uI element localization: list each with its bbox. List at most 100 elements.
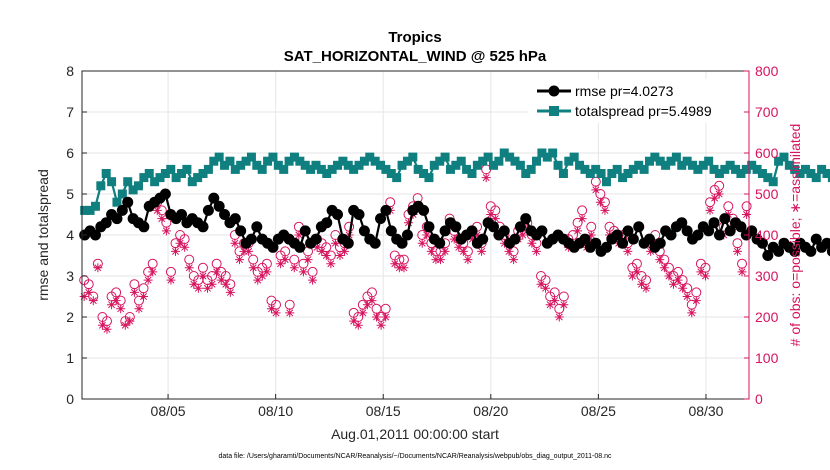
totalspread-point [182,164,192,174]
rmse-point [789,245,801,257]
y-right-tick-label-6: 600 [755,145,779,161]
rmse-point [622,225,634,237]
rmse-point [514,221,526,233]
totalspread-point [612,164,622,174]
rmse-point [590,237,602,249]
obs-assimilated-point [705,205,715,215]
x-tick-label-1: 08/10 [258,403,293,419]
totalspread-point [784,160,794,170]
rmse-point [756,237,768,249]
rmse-point [138,221,150,233]
totalspread-point [359,156,369,166]
rmse-point [681,225,693,237]
series-layer [79,148,830,334]
obs-assimilated-point [737,267,747,277]
totalspread-point [451,160,461,170]
totalspread-point [800,164,810,174]
obs-assimilated-point [207,279,217,289]
y-left-tick-label-8: 8 [66,63,74,79]
chart-title-line2: SAT_HORIZONTAL_WIND @ 525 hPa [284,48,547,65]
rmse-point [692,229,704,241]
obs-assimilated-point [198,271,208,281]
obs-assimilated-point [440,246,450,256]
totalspread-point [273,160,283,170]
rmse-point [439,225,451,237]
obs-assimilated-point [340,246,350,256]
rmse-point [353,209,365,220]
obs-assimilated-point [303,255,313,265]
obs-assimilated-point [714,189,724,199]
totalspread-point [300,160,310,170]
rmse-point [627,233,639,245]
obs-assimilated-point [234,255,244,265]
obs-assimilated-point [184,263,194,273]
totalspread-point [779,152,789,162]
totalspread-point [720,164,730,174]
totalspread-point [456,156,466,166]
rmse-point [229,213,241,225]
obs-assimilated-point [148,267,158,277]
x-tick-label-3: 08/20 [473,403,508,419]
totalspread-point [709,164,719,174]
obs-assimilated-point [417,238,427,248]
totalspread-point [246,152,256,162]
totalspread-point [510,156,520,166]
obs-assimilated-point [545,300,555,310]
totalspread-point [462,164,472,174]
totalspread-point [537,148,547,158]
totalspread-point [187,177,197,187]
obs-assimilated-point [518,230,528,240]
obs-assimilated-point [298,267,308,277]
obs-assimilated-point [627,271,637,281]
totalspread-point [682,156,692,166]
totalspread-point [564,156,574,166]
totalspread-point [639,164,649,174]
obs-assimilated-point [536,279,546,289]
rmse-point [703,225,715,237]
y-axis-left-ticks: 0 1 2 3 4 5 6 7 8 [66,63,87,407]
rmse-point [299,225,311,237]
obs-assimilated-point [691,296,701,306]
rmse-point [202,204,214,216]
totalspread-point [203,164,213,174]
totalspread-point [338,156,348,166]
totalspread-point [472,160,482,170]
obs-assimilated-point [225,287,235,297]
totalspread-point [133,181,143,191]
y-left-tick-label-0: 0 [66,391,74,407]
obs-assimilated-point [559,300,569,310]
totalspread-point [220,160,230,170]
totalspread-point [585,169,595,178]
obs-assimilated-point [367,296,377,306]
totalspread-point [413,164,423,174]
obs-assimilated-point [271,308,281,318]
totalspread-point [494,156,504,166]
obs-assimilated-point [180,242,190,252]
totalspread-point [392,173,402,183]
totalspread-point [445,164,455,174]
totalspread-point [171,173,181,183]
totalspread-point [661,160,671,170]
totalspread-point [424,173,434,183]
rmse-point [450,221,462,233]
obs-assimilated-point [280,255,290,265]
totalspread-point [698,160,708,170]
totalspread-point [725,160,735,170]
rmse-point [251,221,263,233]
obs-assimilated-point [490,214,500,224]
obs-assimilated-point [586,230,596,240]
x-axis-ticks: 08/05 08/10 08/15 08/20 08/25 08/30 [151,394,724,419]
y-axis-right-ticks: 0 100 200 300 400 500 600 700 800 [744,63,779,407]
totalspread-point [822,169,830,178]
obs-assimilated-point [248,263,258,273]
totalspread-point [526,164,536,174]
rmse-point [600,241,612,253]
obs-assimilated-point [93,263,103,273]
totalspread-point [370,156,380,166]
totalspread-point [295,156,305,166]
rmse-point [713,229,725,241]
totalspread-point [144,169,154,178]
totalspread-point [316,164,326,174]
obs-assimilated-point [486,210,496,219]
rmse-point [418,204,430,216]
